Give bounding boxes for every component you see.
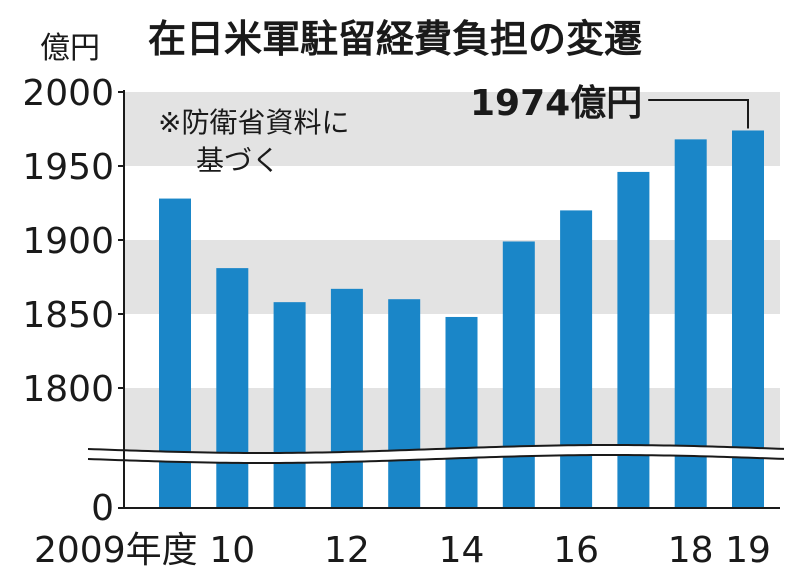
value-callout: 1974億円 <box>470 83 749 129</box>
axis-break <box>87 444 785 464</box>
bar <box>330 288 363 508</box>
y-unit-label: 億円 <box>40 31 100 66</box>
source-note-line-2: 基づく <box>196 144 280 177</box>
y-tick-label: 1800 <box>22 369 114 410</box>
y-zero-label: 0 <box>91 488 114 529</box>
axis-break-gap <box>88 445 784 463</box>
x-tick-label: 19 <box>725 530 771 571</box>
callout-label: 1974億円 <box>470 83 642 124</box>
bar <box>273 302 306 508</box>
y-tick-label: 1850 <box>22 295 114 336</box>
x-tick-label: 2009年度 <box>34 530 198 571</box>
x-tick-label: 18 <box>668 530 714 571</box>
grid-band <box>124 92 780 166</box>
x-axis: 2009年度 10 12 14 16 18 19 <box>34 507 780 571</box>
x-tick-label: 14 <box>439 530 485 571</box>
callout-leader-line <box>648 99 749 129</box>
bar <box>445 316 478 508</box>
source-note-line-1: ※防衛省資料に <box>158 106 349 139</box>
y-axis: 2000 1950 1900 1850 1800 0 <box>22 73 125 529</box>
x-tick-label: 10 <box>209 530 255 571</box>
bar <box>388 299 421 508</box>
axis-break-line <box>87 454 785 464</box>
axis-break-line <box>87 444 785 454</box>
x-tick-label: 12 <box>324 530 370 571</box>
bar <box>732 130 764 509</box>
y-tick-label: 1900 <box>22 221 114 262</box>
bar <box>560 210 593 508</box>
y-tick-label: 1950 <box>22 147 114 188</box>
bar <box>617 171 650 509</box>
chart-title: 在日米軍駐留経費負担の変遷 <box>148 17 642 61</box>
bar <box>216 268 249 508</box>
x-tick-label: 16 <box>553 530 599 571</box>
bar <box>502 241 535 509</box>
y-tick-label: 2000 <box>22 73 114 114</box>
